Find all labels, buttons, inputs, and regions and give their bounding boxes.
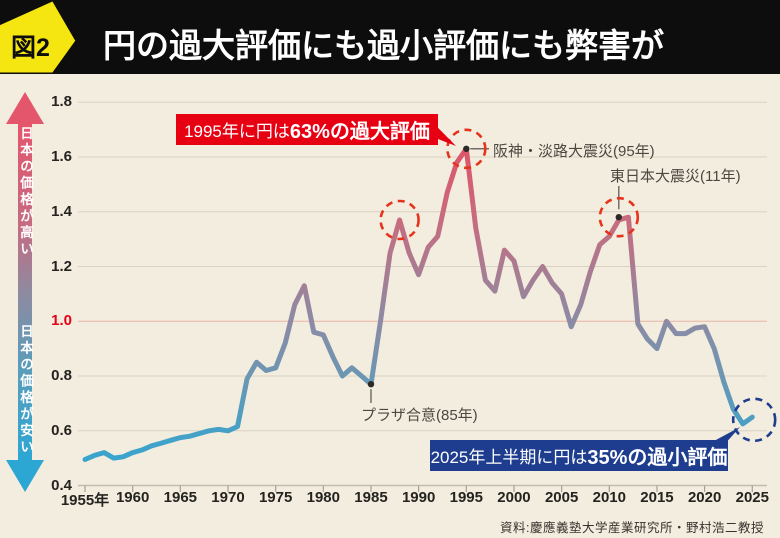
- y-axis-label-0.6: 0.6: [51, 421, 72, 439]
- x-axis-label-1975: 1975: [258, 489, 293, 506]
- highlight-circle-1988: [379, 199, 420, 241]
- data-point-dot-1995: [463, 145, 470, 152]
- x-axis-label-2000: 2000: [497, 489, 531, 506]
- tohoku-earthquake-label: 東日本大震災(11年): [610, 168, 741, 185]
- arrow-down-icon: [6, 460, 44, 492]
- x-axis-label-1955: 1955年: [60, 492, 110, 509]
- header-bar: 図2 円の過大評価にも過小評価にも弊害が: [0, 0, 780, 74]
- arrow-up-icon: [6, 92, 44, 124]
- annotation-connector-layer: [370, 148, 620, 403]
- x-axis-label-2015: 2015: [640, 489, 674, 506]
- x-axis-label-1985: 1985: [354, 489, 388, 506]
- y-axis-label-1.8: 1.8: [51, 93, 72, 111]
- page-title: 円の過大評価にも過小評価にも弊害が: [103, 27, 664, 64]
- series-layer: [82, 146, 755, 462]
- yen-price-level-line: [82, 146, 755, 462]
- price-high-label: 日本の価格が高い: [18, 126, 33, 258]
- x-axis-label-1990: 1990: [401, 489, 436, 506]
- price-level-arrow: 日本の価格が高い 日本の価格が安い: [6, 92, 44, 492]
- y-axis-label-1.6: 1.6: [51, 148, 72, 165]
- y-axis-label-1.4: 1.4: [51, 202, 72, 220]
- x-axis-label-2020: 2020: [687, 489, 722, 506]
- x-axis-label-1965: 1965: [163, 489, 198, 506]
- x-axis-label-1960: 1960: [115, 489, 150, 506]
- grid-layer: [78, 101, 767, 492]
- y-axis-label-1.0: 1.0: [51, 312, 72, 330]
- highlight-circle-2025: [731, 397, 777, 443]
- x-axis-label-2005: 2005: [544, 489, 579, 506]
- x-axis-label-2025: 2025: [735, 489, 769, 506]
- figure-number-tag: 図2: [0, 1, 76, 73]
- overvaluation-prefix: 1995年に円は: [184, 122, 290, 141]
- x-axis-label-1970: 1970: [211, 489, 245, 506]
- highlight-circle-1995: [445, 128, 487, 170]
- hanshin-earthquake-label: 阪神・淡路大震災(95年): [493, 143, 655, 160]
- highlight-circle-2011: [598, 196, 640, 238]
- overvaluation-emphasis: 63%の過大評価: [289, 121, 430, 143]
- undervaluation-emphasis: 35%の過小評価: [587, 447, 728, 469]
- undervaluation-prefix: 2025年上半期に円は: [430, 448, 588, 467]
- x-axis-label-2010: 2010: [592, 489, 626, 506]
- figure-number: 図2: [11, 34, 50, 62]
- x-axis-label-1980: 1980: [306, 489, 340, 506]
- y-axis-label-0.8: 0.8: [51, 367, 72, 384]
- price-low-label: 日本の価格が安い: [18, 324, 33, 456]
- x-axis-label-1995: 1995: [449, 489, 483, 506]
- source-credit: 資料:慶應義塾大学産業研究所・野村浩二教授: [500, 521, 764, 535]
- arrow-shaft: [18, 124, 32, 460]
- data-point-dot-1985: [367, 381, 375, 388]
- y-axis-label-1.2: 1.2: [51, 257, 72, 275]
- undervaluation-callout: 2025年上半期に円は 35%の過小評価: [430, 440, 728, 471]
- data-point-dot-2011: [615, 214, 622, 221]
- plaza-accord-label: プラザ合意(85年): [361, 407, 478, 424]
- y-axis-label-0.4: 0.4: [51, 476, 72, 494]
- overvaluation-callout: 1995年に円は 63%の過大評価: [176, 114, 438, 145]
- marker-layer: [367, 128, 777, 443]
